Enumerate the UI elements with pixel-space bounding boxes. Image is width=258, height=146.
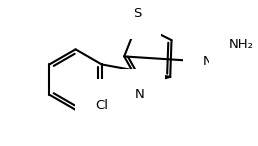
Text: NH: NH [203, 55, 222, 68]
Text: S: S [133, 7, 142, 20]
Text: Cl: Cl [95, 99, 108, 112]
Text: NH₂: NH₂ [229, 38, 254, 51]
Text: N: N [135, 88, 145, 101]
